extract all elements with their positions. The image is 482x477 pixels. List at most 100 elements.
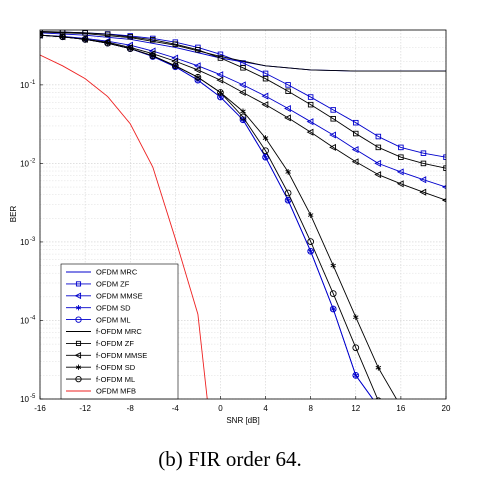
series-layer xyxy=(40,30,446,399)
legend-label: OFDM MMSE xyxy=(96,292,143,301)
marker-triangle-left xyxy=(374,171,382,179)
marker-triangle-left xyxy=(74,292,82,300)
marker-triangle-left xyxy=(216,76,224,84)
marker-square xyxy=(307,94,314,100)
marker-circle xyxy=(329,290,337,297)
legend-label: OFDM MRC xyxy=(96,268,138,277)
marker-triangle-left xyxy=(261,101,269,109)
marker-circle xyxy=(75,316,82,323)
marker-star xyxy=(75,305,82,311)
legend-label: f-OFDM SD xyxy=(96,363,136,372)
marker-square xyxy=(75,281,82,287)
marker-triangle-left xyxy=(193,62,201,70)
legend-label: f-OFDM MMSE xyxy=(96,351,147,360)
legend-entry: OFDM ML xyxy=(66,315,131,324)
marker-triangle-left xyxy=(329,131,336,139)
x-tick-label: -12 xyxy=(79,404,91,413)
marker-square xyxy=(104,31,111,38)
marker-triangle-left xyxy=(396,168,404,176)
marker-circle xyxy=(329,305,337,313)
plot-frame xyxy=(39,29,447,400)
y-tick-label: 10 xyxy=(20,238,29,247)
marker-triangle-left xyxy=(193,66,201,74)
y-tick-label: 10 xyxy=(20,81,29,90)
marker-square xyxy=(285,88,291,94)
marker-square xyxy=(443,165,446,171)
legend-label: OFDM MFB xyxy=(96,387,136,396)
marker-square xyxy=(172,41,179,47)
series-line xyxy=(40,54,208,399)
marker-triangle-left xyxy=(419,188,427,196)
legend-label: OFDM ML xyxy=(96,315,131,324)
marker-circle xyxy=(126,45,134,52)
y-tick-exponent: -5 xyxy=(30,394,36,400)
marker-square xyxy=(330,116,336,122)
marker-triangle-left xyxy=(238,81,246,89)
y-tick-label: 10 xyxy=(20,395,29,404)
series-line xyxy=(40,31,446,72)
legend-entry: f-OFDM MRC xyxy=(66,327,142,336)
marker-triangle-left xyxy=(284,114,291,122)
marker-triangle-left xyxy=(261,92,269,100)
marker-circle xyxy=(104,39,112,47)
marker-circle xyxy=(352,372,360,379)
legend-entry: OFDM MRC xyxy=(66,268,138,277)
marker-triangle-left xyxy=(441,184,446,190)
series-ofdm-mfb xyxy=(40,54,208,399)
x-tick-label: -16 xyxy=(34,404,46,413)
marker-triangle-left xyxy=(284,104,291,113)
marker-square xyxy=(330,107,336,113)
marker-square xyxy=(443,154,446,160)
series-f-ofdm-ml xyxy=(40,31,382,399)
marker-star xyxy=(240,108,246,115)
marker-circle xyxy=(194,73,202,81)
marker-star xyxy=(285,168,291,175)
marker-circle xyxy=(284,189,292,197)
legend-label: OFDM SD xyxy=(96,303,131,312)
marker-circle xyxy=(307,238,315,245)
marker-triangle-left xyxy=(374,159,382,167)
y-tick-label: 10 xyxy=(20,316,29,325)
legend-entry: f-OFDM ML xyxy=(66,375,135,384)
marker-square xyxy=(398,144,404,151)
marker-triangle-left xyxy=(329,143,336,151)
legend-label: OFDM ZF xyxy=(96,280,130,289)
marker-star xyxy=(75,364,82,370)
marker-circle xyxy=(217,89,224,96)
legend-entry: OFDM MFB xyxy=(66,387,136,396)
x-tick-label: -4 xyxy=(172,404,180,413)
marker-circle xyxy=(81,36,89,43)
marker-star xyxy=(330,262,336,269)
marker-star xyxy=(353,314,359,321)
marker-triangle-left xyxy=(396,180,404,188)
marker-triangle-left xyxy=(306,128,314,136)
marker-square xyxy=(353,119,359,126)
marker-square xyxy=(262,70,269,77)
marker-square xyxy=(195,47,201,53)
marker-triangle-left xyxy=(419,176,427,184)
marker-star xyxy=(40,32,43,39)
series-line xyxy=(40,34,379,399)
legend-entry: OFDM MMSE xyxy=(66,292,143,301)
marker-square xyxy=(420,160,427,167)
legend-entry: f-OFDM MMSE xyxy=(66,351,147,360)
marker-triangle-left xyxy=(238,88,246,97)
marker-square xyxy=(398,154,404,160)
marker-triangle-left xyxy=(351,146,359,154)
marker-square xyxy=(240,65,246,71)
x-tick-label: 8 xyxy=(308,404,313,413)
x-tick-label: 20 xyxy=(442,404,451,413)
marker-star xyxy=(375,364,382,371)
marker-square xyxy=(285,82,291,88)
x-tick-label: 4 xyxy=(263,404,268,413)
marker-circle xyxy=(375,397,382,399)
marker-circle xyxy=(239,113,247,121)
marker-circle xyxy=(262,153,269,161)
y-tick-exponent: -1 xyxy=(30,80,36,86)
y-tick-label: 10 xyxy=(20,159,29,168)
marker-triangle-left xyxy=(74,351,82,359)
x-tick-label: 0 xyxy=(218,404,223,413)
legend-entry: OFDM SD xyxy=(66,303,131,312)
marker-square xyxy=(217,55,224,61)
